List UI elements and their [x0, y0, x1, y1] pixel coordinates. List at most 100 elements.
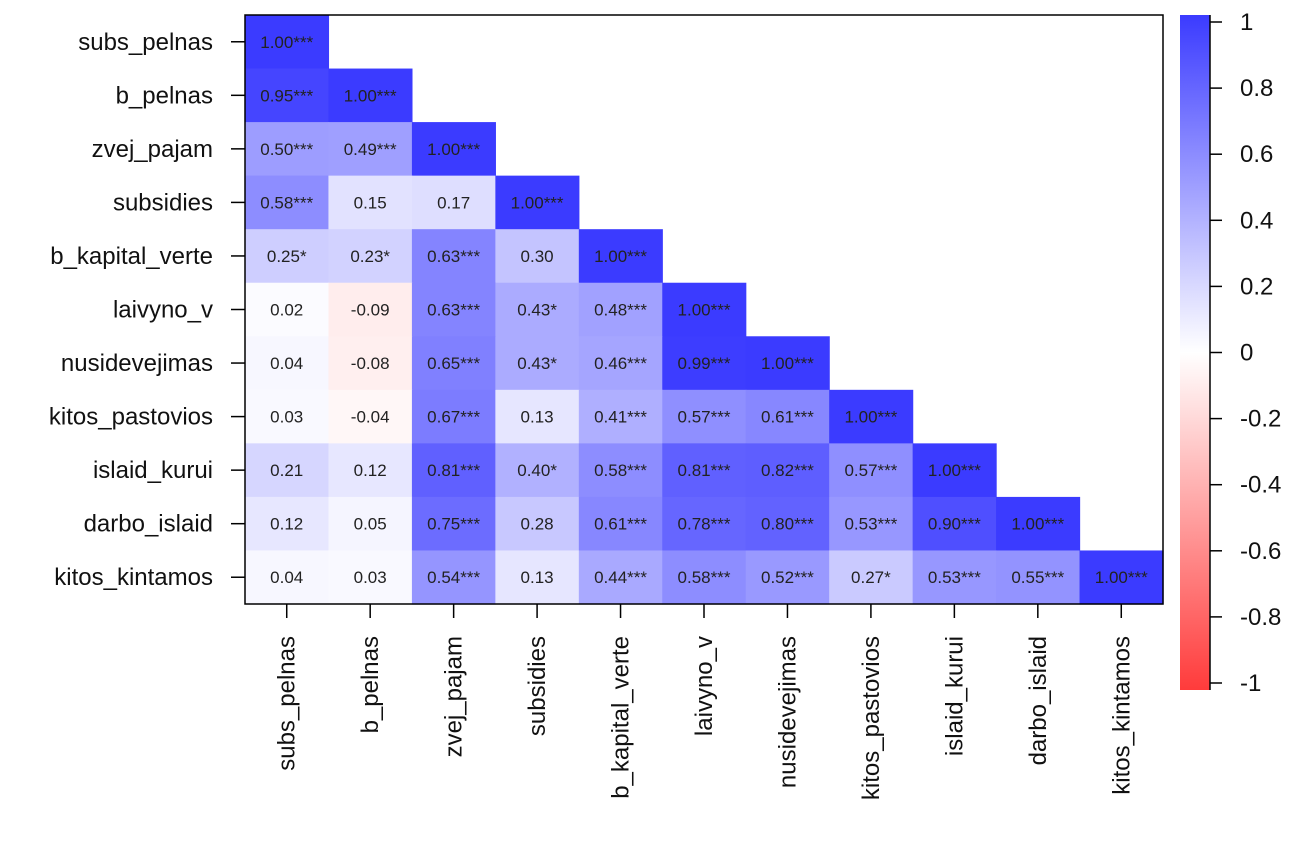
- heatmap-cell: [662, 336, 747, 391]
- heatmap-cell: [411, 175, 496, 230]
- heatmap-cell: [912, 550, 997, 605]
- cell-value-label: 0.03: [354, 568, 387, 587]
- cell-value-label: 0.04: [270, 354, 303, 373]
- heatmap-cell: [245, 336, 330, 391]
- cell-value-label: 0.28: [521, 515, 554, 534]
- row-label: subsidies: [113, 189, 213, 216]
- heatmap-cell: [745, 389, 830, 444]
- cell-value-label: 1.00***: [511, 193, 564, 212]
- colorbar-tick-label: -0.8: [1240, 604, 1281, 631]
- heatmap-cell: [578, 336, 663, 391]
- cell-value-label: 1.00***: [260, 33, 313, 52]
- heatmap-cell: [328, 282, 413, 337]
- cell-value-label: 0.13: [521, 568, 554, 587]
- heatmap-cell: [662, 443, 747, 498]
- cell-value-label: 1.00***: [928, 461, 981, 480]
- cell-value-label: 0.65***: [427, 354, 480, 373]
- cell-value-label: 0.48***: [594, 301, 647, 320]
- heatmap-cell: [495, 496, 580, 552]
- heatmap-cell: [829, 389, 914, 444]
- cell-value-label: 0.13: [521, 408, 554, 427]
- row-labels: subs_pelnas b_pelnas zvej_pajam subsidies b_…: [49, 29, 245, 591]
- heatmap-cell: [662, 389, 747, 444]
- heatmap-cell: [245, 389, 330, 444]
- cell-value-label: 0.53***: [844, 515, 897, 534]
- column-labels: subs_pelnas b_pelnas zvej_pajam subsidies b_…: [274, 604, 1135, 800]
- cell-value-label: 0.49***: [344, 140, 397, 159]
- column-label: kitos_pastovios: [858, 636, 885, 800]
- row-label: laivyno_v: [113, 297, 213, 324]
- heatmap-cell: [245, 15, 330, 70]
- heatmap-cell: [411, 443, 496, 498]
- cell-value-label: 0.41***: [594, 408, 647, 427]
- row-label: darbo_islaid: [84, 511, 213, 538]
- heatmap-cell: [245, 175, 330, 230]
- column-label: islaid_kurui: [941, 636, 968, 756]
- row-label: kitos_kintamos: [54, 564, 213, 591]
- heatmap-cell: [328, 122, 413, 177]
- cell-value-label: 0.80***: [761, 515, 814, 534]
- row-label: b_pelnas: [116, 82, 213, 109]
- cell-value-label: 0.30: [521, 247, 554, 266]
- heatmap-cell: [245, 282, 330, 337]
- cell-value-label: 0.21: [270, 461, 303, 480]
- row-label: nusidevejimas: [61, 350, 213, 377]
- heatmap-cell: [495, 550, 580, 605]
- column-label: subsidies: [524, 636, 551, 736]
- heatmap-cell: [411, 122, 496, 177]
- heatmap-cell: [245, 68, 330, 123]
- color-legend: 1 0.8 0.6 0.4 0.2 0 -0.2 -0.4 -0.6 -0.8 -1: [1180, 9, 1281, 697]
- heatmap-cell: [996, 550, 1081, 605]
- heatmap-cell: [328, 68, 413, 123]
- column-label: kitos_kintamos: [1108, 636, 1135, 795]
- row-label: islaid_kurui: [93, 457, 213, 484]
- colorbar-tick-label: 1: [1240, 9, 1253, 36]
- cell-value-label: 0.27*: [851, 568, 891, 587]
- cell-value-label: 0.81***: [678, 461, 731, 480]
- cell-value-label: 1.00***: [678, 301, 731, 320]
- cell-value-label: 1.00***: [427, 140, 480, 159]
- cell-value-label: 0.44***: [594, 568, 647, 587]
- heatmap-cell: [411, 229, 496, 284]
- cell-value-label: -0.08: [351, 354, 390, 373]
- heatmap-cell: [745, 496, 830, 552]
- cell-value-label: 0.02: [270, 301, 303, 320]
- heatmap-cell: [328, 336, 413, 391]
- cell-value-label: 0.63***: [427, 301, 480, 320]
- cell-value-label: 1.00***: [594, 247, 647, 266]
- heatmap-cell: [245, 122, 330, 177]
- heatmap-cell: [328, 229, 413, 284]
- heatmap-cell: [328, 175, 413, 230]
- column-label: subs_pelnas: [274, 636, 301, 771]
- cell-value-label: 0.58***: [260, 193, 313, 212]
- heatmap-cell: [912, 496, 997, 552]
- cell-value-label: 0.63***: [427, 247, 480, 266]
- row-label: b_kapital_verte: [50, 243, 213, 270]
- heatmap-cell: [328, 443, 413, 498]
- cell-value-label: 0.46***: [594, 354, 647, 373]
- cell-value-label: 0.58***: [594, 461, 647, 480]
- cell-value-label: 0.53***: [928, 568, 981, 587]
- row-label: subs_pelnas: [78, 29, 213, 56]
- heatmap-cell: [328, 550, 413, 605]
- colorbar-tick-label: 0: [1240, 340, 1253, 367]
- heatmap-cell: [245, 496, 330, 552]
- heatmap-cell: [578, 229, 663, 284]
- cell-value-label: 0.58***: [678, 568, 731, 587]
- cell-value-label: 0.54***: [427, 568, 480, 587]
- heatmap-cell: [996, 496, 1081, 552]
- cell-value-label: 0.17: [437, 193, 470, 212]
- heatmap-cell: [495, 282, 580, 337]
- cell-value-label: 0.67***: [427, 408, 480, 427]
- cell-value-label: 1.00***: [1011, 515, 1064, 534]
- cell-value-label: 0.04: [270, 568, 303, 587]
- colorbar-tick-label: 0.6: [1240, 141, 1273, 168]
- heatmap-cell: [829, 443, 914, 498]
- heatmap-cell: [328, 496, 413, 552]
- cell-value-label: 0.52***: [761, 568, 814, 587]
- cell-value-label: 0.57***: [678, 408, 731, 427]
- heatmap-cell: [495, 389, 580, 444]
- colorbar-tick-label: 0.2: [1240, 273, 1273, 300]
- column-label: darbo_islaid: [1025, 636, 1052, 765]
